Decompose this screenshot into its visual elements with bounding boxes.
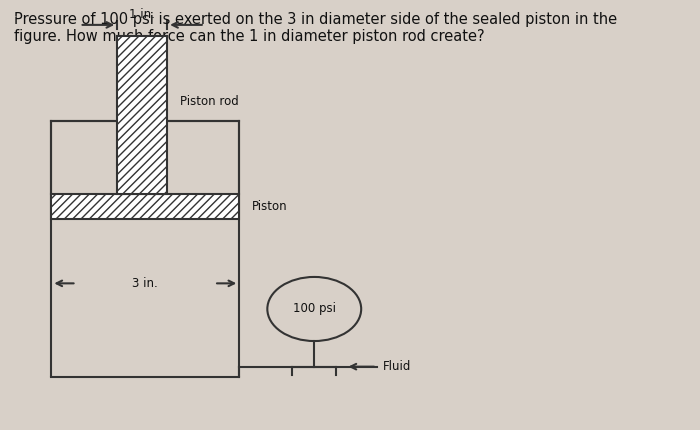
Text: Piston rod: Piston rod (180, 95, 239, 108)
Text: figure. How much force can the 1 in diameter piston rod create?: figure. How much force can the 1 in diam… (14, 29, 484, 44)
Text: Piston: Piston (252, 200, 287, 213)
Text: Fluid: Fluid (383, 360, 412, 373)
Text: Piston rod: Piston rod (14, 16, 21, 17)
Text: Pressure of 100 psi is exerted on the 3 in diameter side of the sealed piston in: Pressure of 100 psi is exerted on the 3 … (14, 12, 617, 27)
Text: 100 psi: 100 psi (293, 302, 336, 316)
Bar (117, 36, 167, 194)
Text: 1 in.: 1 in. (130, 8, 155, 21)
Text: 3 in.: 3 in. (132, 277, 158, 290)
Bar (51, 194, 239, 219)
